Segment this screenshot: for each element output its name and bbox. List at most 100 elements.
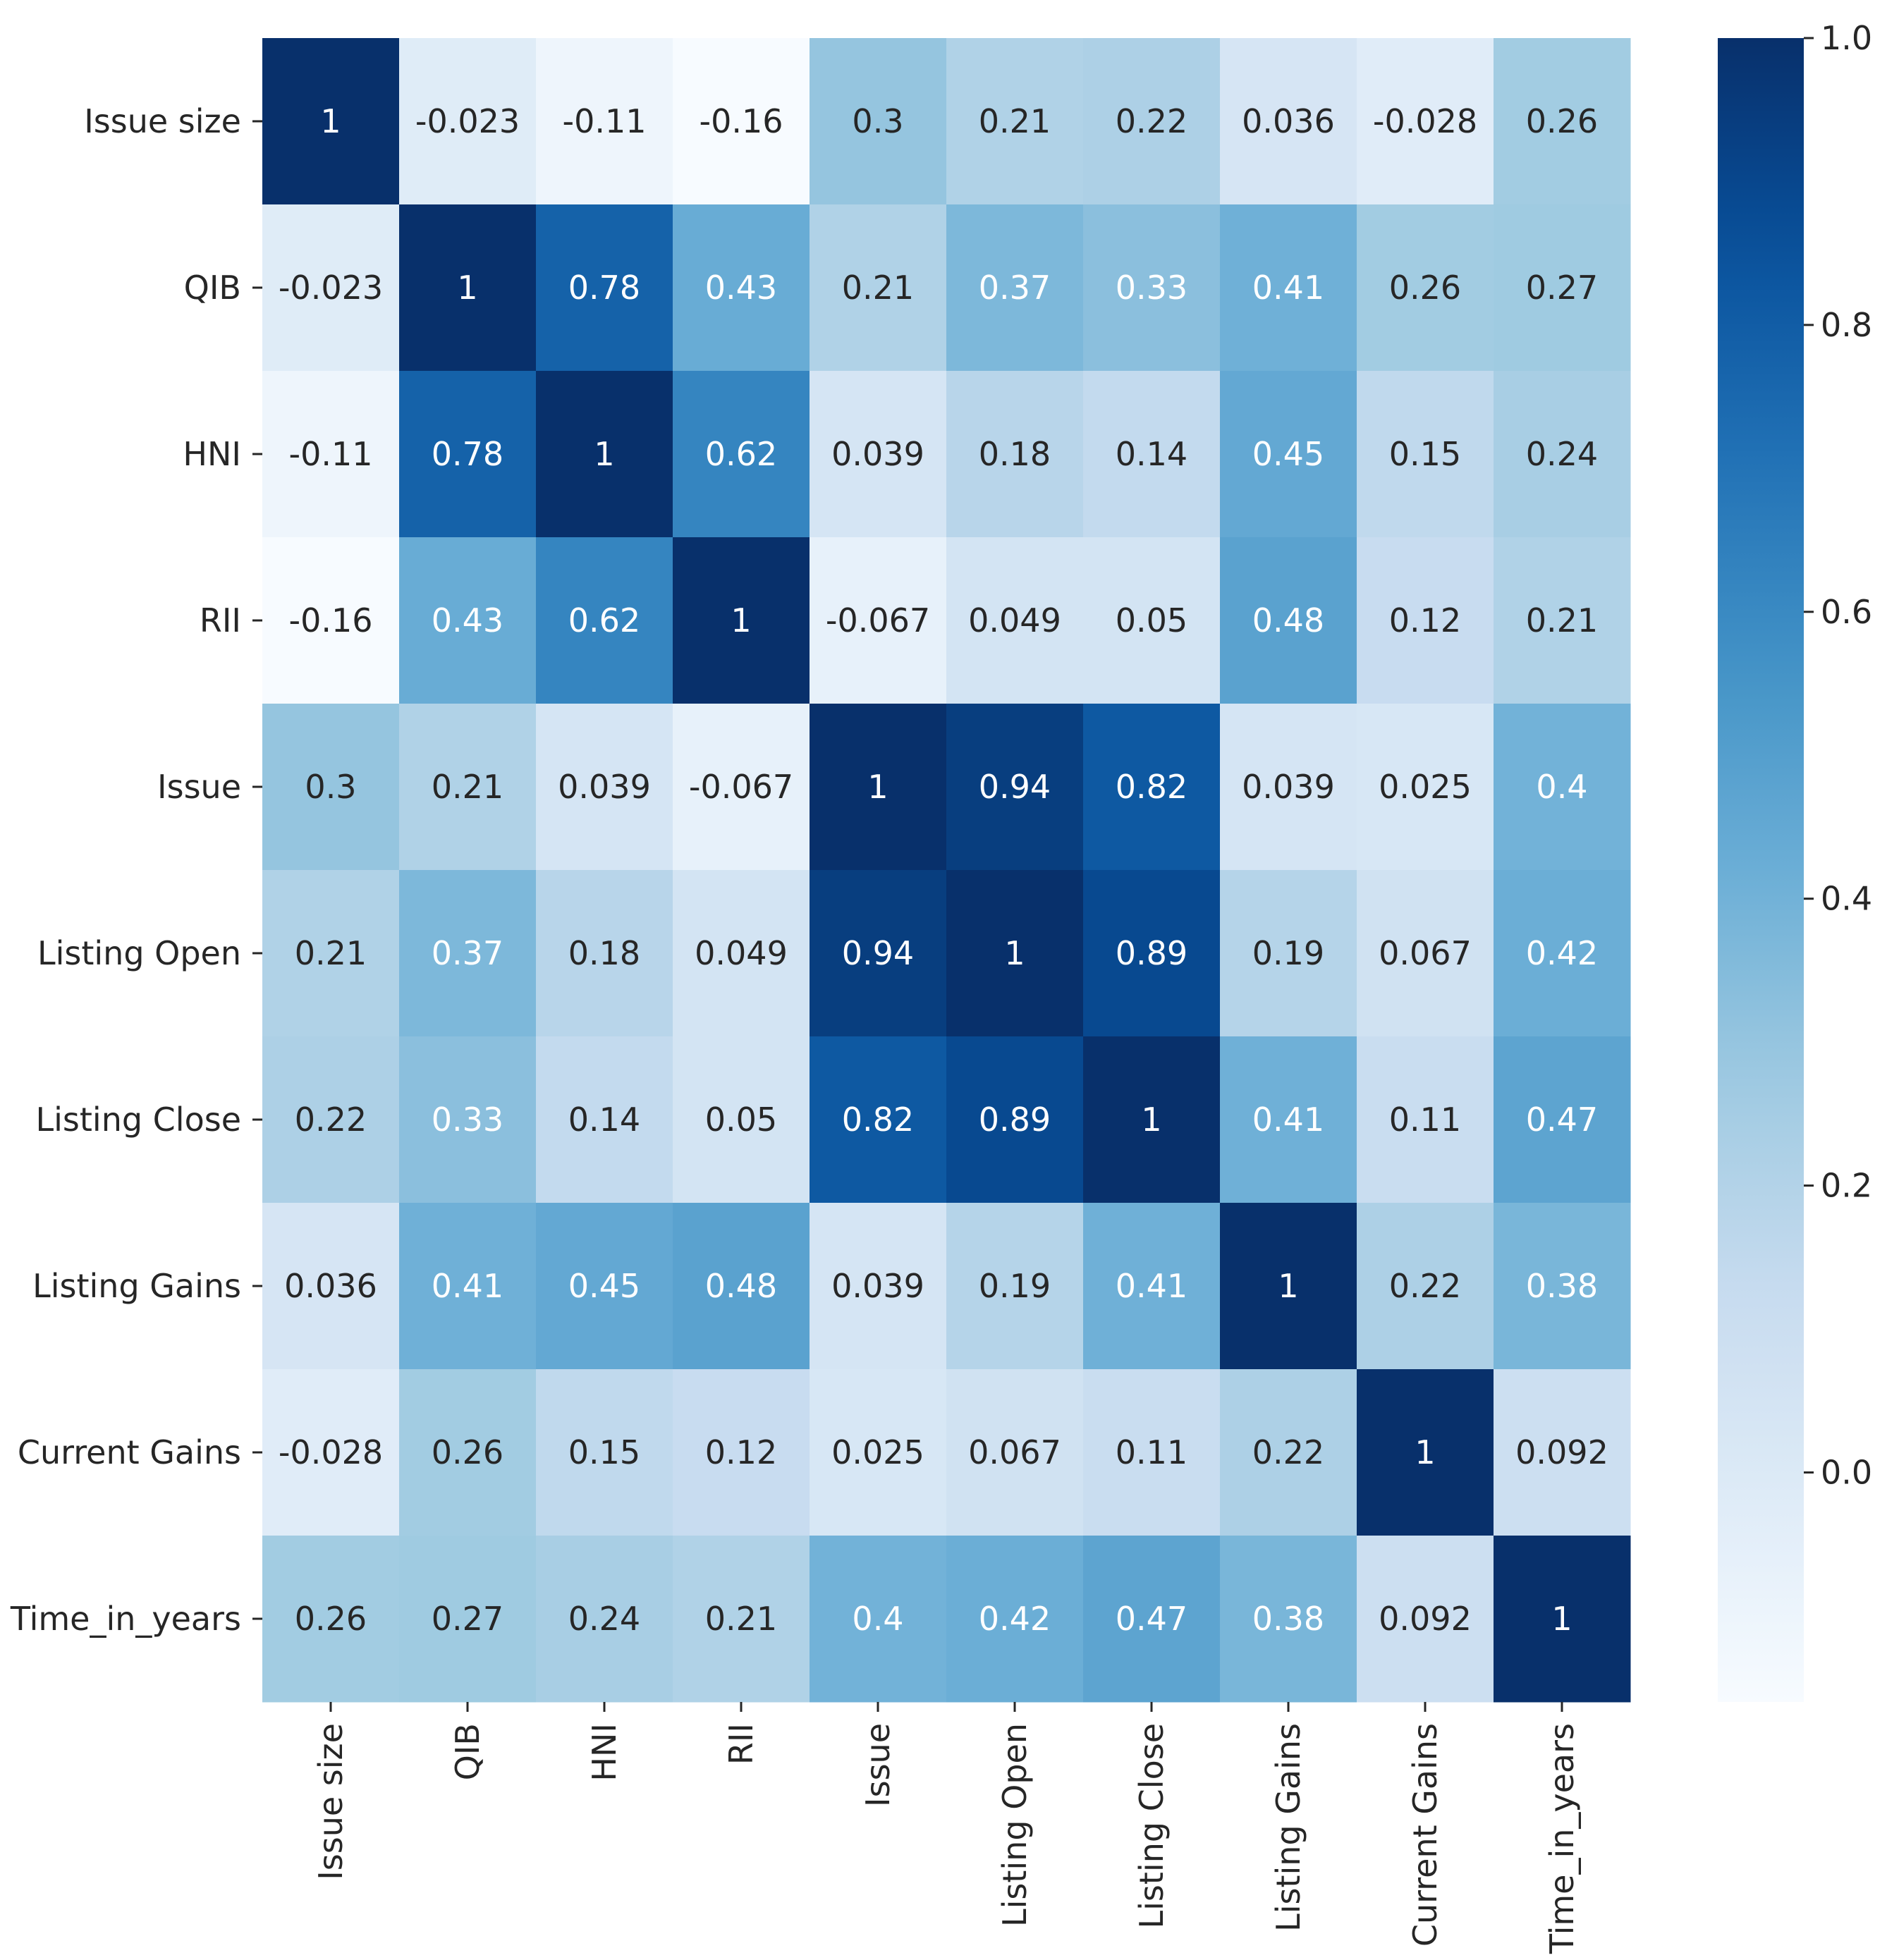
heatmap-cell — [399, 1036, 537, 1203]
heatmap-cell — [536, 204, 673, 372]
heatmap-cell — [810, 1536, 947, 1703]
cell-value-label: 0.43 — [432, 601, 503, 639]
heatmap-cell — [673, 1536, 810, 1703]
cell-value-label: 1 — [1278, 1267, 1298, 1305]
y-tick-label: Listing Open — [37, 934, 241, 972]
heatmap-cell — [810, 1369, 947, 1536]
heatmap-cell — [262, 1203, 400, 1370]
cell-value-label: -0.11 — [562, 102, 646, 140]
cell-value-label: 0.47 — [1526, 1101, 1598, 1139]
cell-value-label: 0.24 — [1526, 435, 1598, 473]
heatmap-cell — [1357, 204, 1494, 372]
heatmap-cell — [810, 204, 947, 372]
heatmap-cell — [1220, 537, 1357, 704]
heatmap-cell — [1494, 204, 1631, 372]
colorbar-tick-label: 0.8 — [1821, 306, 1872, 344]
heatmap-cell — [1220, 1036, 1357, 1203]
cell-value-label: -0.023 — [415, 102, 520, 140]
heatmap-cell — [673, 537, 810, 704]
heatmap-cell — [1220, 704, 1357, 871]
heatmap-cell — [399, 870, 537, 1037]
heatmap-cell — [946, 1536, 1084, 1703]
heatmap-cell — [946, 204, 1084, 372]
cell-value-label: 0.11 — [1389, 1101, 1461, 1139]
cell-value-label: 0.37 — [432, 934, 503, 972]
cell-value-label: 1 — [867, 768, 888, 806]
cell-value-label: 1 — [594, 435, 614, 473]
cell-value-label: 0.62 — [568, 601, 640, 639]
cell-value-label: 0.4 — [852, 1600, 903, 1638]
heatmap-cell — [1083, 1369, 1221, 1536]
cell-value-label: 0.89 — [979, 1101, 1051, 1139]
heatmap-cell — [1083, 371, 1221, 538]
heatmap-cell — [1220, 1369, 1357, 1536]
heatmap-cell — [946, 870, 1084, 1037]
heatmap-cell — [262, 38, 400, 205]
x-tick-label: Issue size — [312, 1723, 350, 1880]
cell-value-label: -0.023 — [279, 269, 383, 307]
cell-value-label: 0.4 — [1536, 768, 1587, 806]
cell-value-label: 1 — [457, 269, 477, 307]
x-tick-label: Listing Close — [1132, 1723, 1171, 1928]
cell-value-label: 0.039 — [831, 1267, 924, 1305]
cell-value-label: -0.028 — [1373, 102, 1477, 140]
cell-value-label: 0.94 — [979, 768, 1051, 806]
heatmap-cell — [399, 204, 537, 372]
cell-value-label: 0.036 — [1242, 102, 1335, 140]
heatmap-cell — [1083, 704, 1221, 871]
y-tick-label: RII — [200, 601, 241, 639]
y-tick-label: Issue size — [84, 102, 241, 140]
cell-value-label: 0.26 — [1389, 269, 1461, 307]
x-tick-label: Listing Open — [996, 1723, 1034, 1927]
heatmap-cell — [810, 704, 947, 871]
cell-value-label: 0.22 — [295, 1101, 367, 1139]
cell-value-label: 0.48 — [705, 1267, 777, 1305]
cell-value-label: 0.43 — [705, 269, 777, 307]
heatmap-cell — [1357, 38, 1494, 205]
heatmap-cell — [1357, 1369, 1494, 1536]
heatmap-cell — [946, 38, 1084, 205]
cell-value-label: 0.37 — [979, 269, 1051, 307]
heatmap-cell — [946, 371, 1084, 538]
heatmap-cell — [673, 870, 810, 1037]
heatmap-cell — [1357, 1036, 1494, 1203]
cell-value-label: 0.24 — [568, 1600, 640, 1638]
heatmap-cells — [262, 38, 1631, 1703]
heatmap-cell — [1083, 38, 1221, 205]
cell-value-label: 0.049 — [695, 934, 788, 972]
colorbar-tick-label: 0.6 — [1821, 593, 1872, 631]
cell-value-label: 0.14 — [1116, 435, 1187, 473]
colorbar-tick-label: 1.0 — [1821, 19, 1872, 57]
cell-value-label: 0.036 — [284, 1267, 377, 1305]
heatmap-cell — [1357, 704, 1494, 871]
heatmap-cell — [1494, 38, 1631, 205]
x-tick-label: RII — [722, 1723, 760, 1765]
heatmap-cell — [262, 204, 400, 372]
cell-value-label: 0.21 — [1526, 601, 1598, 639]
heatmap-cell — [1083, 537, 1221, 704]
cell-value-label: 1 — [320, 102, 341, 140]
cell-value-label: 0.89 — [1116, 934, 1187, 972]
cell-value-label: 0.27 — [1526, 269, 1598, 307]
heatmap-cell — [536, 371, 673, 538]
cell-value-label: 0.45 — [568, 1267, 640, 1305]
cell-value-label: 0.21 — [705, 1600, 777, 1638]
cell-value-label: 0.21 — [842, 269, 914, 307]
cell-value-label: 0.049 — [968, 601, 1061, 639]
heatmap-cell — [1494, 1369, 1631, 1536]
cell-value-label: 0.092 — [1515, 1433, 1608, 1471]
heatmap-cell — [399, 371, 537, 538]
heatmap-cell — [673, 1203, 810, 1370]
colorbar: 0.0 0.2 0.4 0.6 0.8 1.0 — [1718, 19, 1872, 1702]
heatmap-cell — [536, 537, 673, 704]
cell-value-label: 0.42 — [1526, 934, 1598, 972]
heatmap-cell — [673, 204, 810, 372]
cell-value-label: 0.067 — [968, 1433, 1061, 1471]
heatmap-cell — [1357, 537, 1494, 704]
cell-value-label: 0.039 — [558, 768, 651, 806]
cell-value-label: 0.38 — [1526, 1267, 1598, 1305]
heatmap-cell — [399, 1536, 537, 1703]
heatmap-cell — [1494, 1203, 1631, 1370]
cell-value-label: 0.05 — [1116, 601, 1187, 639]
